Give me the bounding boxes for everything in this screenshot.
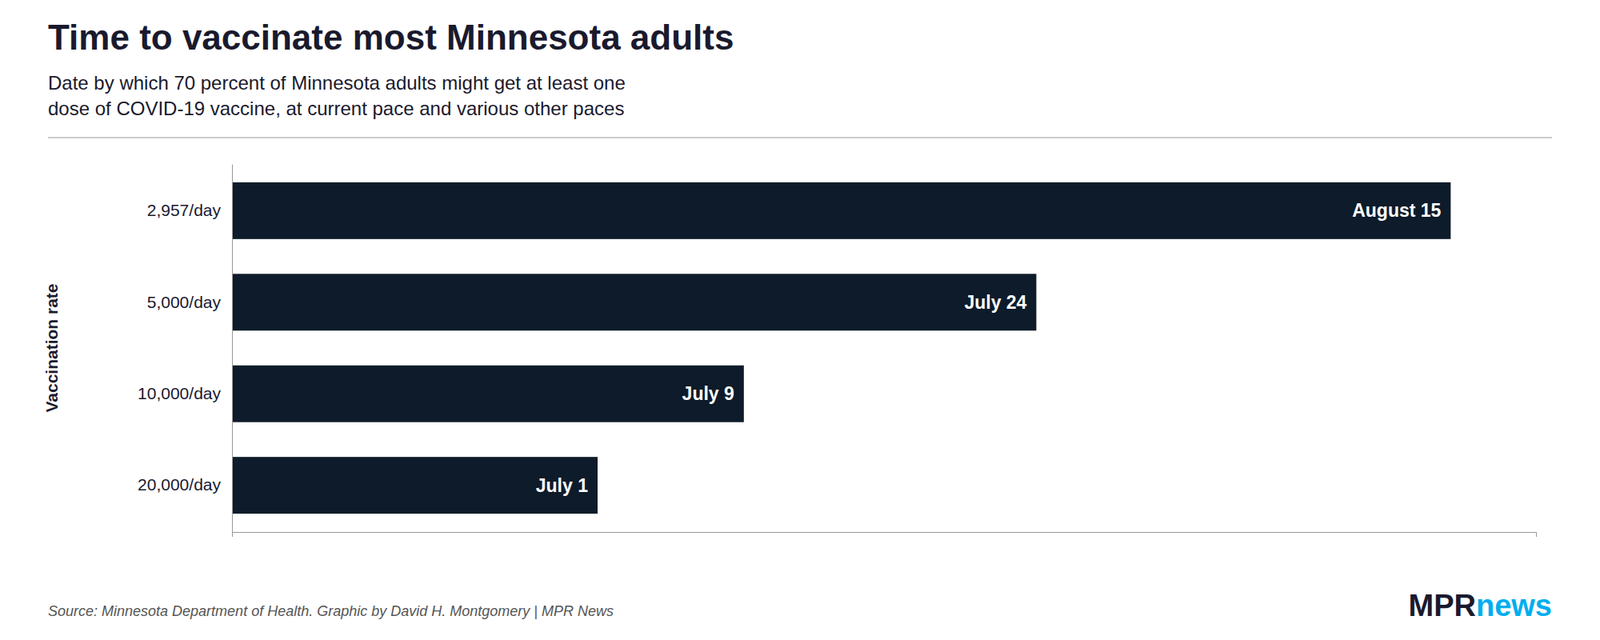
data-labels: August 15 July 24 July 9 July 1	[536, 200, 1442, 496]
data-label: July 24	[964, 292, 1027, 313]
y-axis: 2,957/day 5,000/day 10,000/day 20,000/day	[137, 164, 232, 533]
y-tick: 2,957/day	[147, 200, 232, 220]
bar	[232, 365, 744, 423]
y-tick-label: 20,000/day	[137, 475, 221, 494]
bar	[232, 456, 598, 514]
data-label: July 9	[682, 383, 735, 404]
y-tick: 20,000/day	[137, 475, 232, 494]
y-tick-label: 2,957/day	[147, 200, 222, 220]
logo-part: MPR	[1408, 588, 1476, 623]
divider	[48, 136, 1552, 139]
x-axis-line	[232, 532, 1537, 538]
chart: Time to vaccinate most Minnesota adults D…	[0, 0, 1600, 640]
y-axis-title: Vaccination rate	[42, 283, 61, 412]
bar	[232, 182, 1451, 240]
bars	[232, 182, 1451, 514]
source: Source: Minnesota Department of Health. …	[48, 603, 614, 620]
y-tick-label: 5,000/day	[147, 292, 222, 312]
logo: MPRnews	[1408, 588, 1553, 623]
y-tick: 10,000/day	[137, 384, 232, 403]
y-tick-label: 10,000/day	[137, 384, 221, 403]
x-axis	[232, 532, 1537, 538]
logo-part: news	[1476, 588, 1552, 623]
data-label: July 1	[536, 475, 588, 496]
bar	[232, 273, 1036, 331]
subtitle: Date by which 70 percent of Minnesota ad…	[48, 72, 626, 94]
y-axis-line	[232, 164, 233, 533]
title: Time to vaccinate most Minnesota adults	[48, 17, 734, 57]
subtitle: dose of COVID-19 vaccine, at current pac…	[48, 97, 624, 120]
data-label: August 15	[1352, 200, 1441, 221]
y-tick: 5,000/day	[147, 292, 232, 312]
